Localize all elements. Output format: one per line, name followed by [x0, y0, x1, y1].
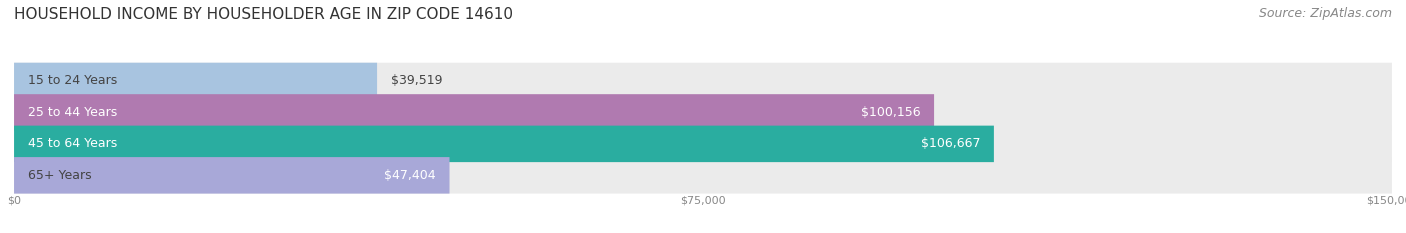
- FancyBboxPatch shape: [14, 126, 1392, 162]
- FancyBboxPatch shape: [14, 94, 934, 131]
- FancyBboxPatch shape: [14, 63, 377, 99]
- Text: 25 to 44 Years: 25 to 44 Years: [28, 106, 117, 119]
- Text: 65+ Years: 65+ Years: [28, 169, 91, 182]
- Text: HOUSEHOLD INCOME BY HOUSEHOLDER AGE IN ZIP CODE 14610: HOUSEHOLD INCOME BY HOUSEHOLDER AGE IN Z…: [14, 7, 513, 22]
- Text: 45 to 64 Years: 45 to 64 Years: [28, 137, 117, 150]
- Text: 15 to 24 Years: 15 to 24 Years: [28, 75, 117, 87]
- Text: $47,404: $47,404: [384, 169, 436, 182]
- FancyBboxPatch shape: [14, 157, 1392, 194]
- FancyBboxPatch shape: [14, 157, 450, 194]
- Text: Source: ZipAtlas.com: Source: ZipAtlas.com: [1258, 7, 1392, 20]
- FancyBboxPatch shape: [14, 63, 1392, 99]
- Text: $100,156: $100,156: [860, 106, 921, 119]
- FancyBboxPatch shape: [14, 126, 994, 162]
- FancyBboxPatch shape: [14, 94, 1392, 131]
- Text: $39,519: $39,519: [391, 75, 443, 87]
- Text: $106,667: $106,667: [921, 137, 980, 150]
